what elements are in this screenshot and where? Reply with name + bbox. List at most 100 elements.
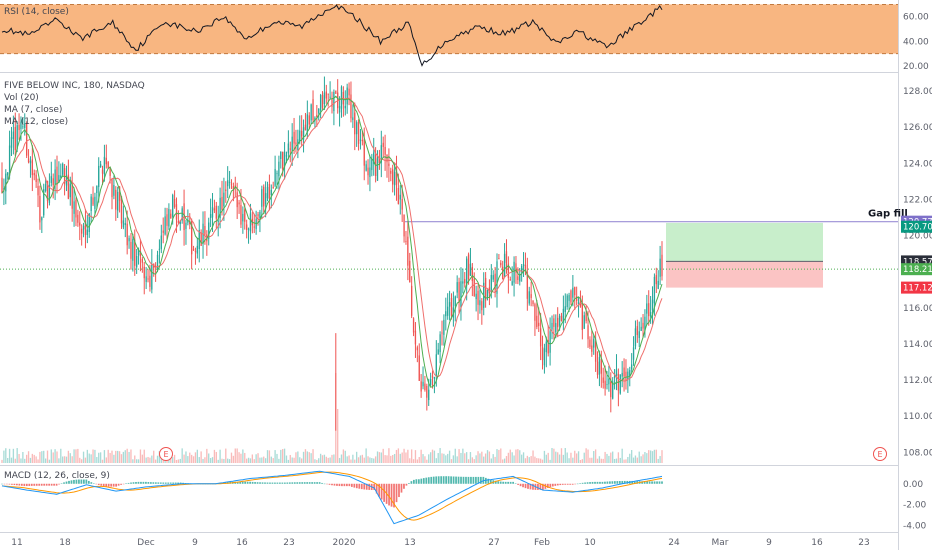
candle-body — [223, 192, 225, 207]
candle-body — [335, 90, 337, 94]
candle-body — [1, 177, 3, 194]
volume-bar — [659, 456, 661, 463]
volume-bar — [500, 448, 502, 463]
volume-bar — [566, 452, 568, 463]
volume-bar — [67, 450, 70, 463]
macd-hist-bar — [58, 483, 60, 485]
macd-hist-bar — [480, 476, 482, 484]
candle-body — [564, 306, 566, 313]
rsi-panel[interactable]: RSI (14, close) — [0, 3, 898, 67]
candle-body — [581, 304, 584, 330]
candle-body — [445, 311, 447, 317]
candle-body — [107, 162, 109, 169]
volume-bar — [115, 450, 117, 463]
candle-body — [539, 328, 542, 347]
candle-body — [236, 192, 238, 208]
volume-bar — [490, 458, 492, 463]
volume-bar — [412, 459, 415, 463]
volume-bar — [175, 459, 178, 463]
volume-bar — [602, 458, 604, 463]
volume-bar — [1, 459, 3, 463]
volume-bar — [380, 452, 382, 463]
volume-bar — [465, 452, 468, 463]
candle-body — [621, 372, 623, 377]
volume-bar — [418, 457, 420, 463]
candle-body — [86, 229, 89, 235]
candle-body — [126, 223, 128, 246]
macd-hist-bar — [179, 482, 182, 484]
volume-bar — [217, 459, 219, 463]
candle-body — [371, 158, 373, 171]
macd-hist-bar — [18, 483, 21, 486]
macd-hist-bar — [159, 482, 162, 484]
macd-hist-bar — [355, 483, 358, 489]
volume-bar — [33, 454, 35, 463]
candle-body — [526, 272, 529, 299]
volume-bar — [409, 458, 411, 463]
volume-bar — [363, 457, 365, 463]
candle-body — [272, 187, 274, 189]
candle-body — [310, 104, 312, 121]
candle-body — [481, 301, 483, 311]
earnings-icon[interactable]: E — [159, 447, 173, 461]
ma7-line — [1, 95, 663, 388]
volume-bar — [568, 458, 570, 463]
macd-hist-bar — [28, 483, 31, 486]
price-tick-label: 126.00 — [903, 123, 932, 133]
macd-hist-bar — [425, 477, 428, 484]
volume-bar — [539, 458, 542, 463]
volume-bar — [101, 459, 104, 463]
macd-hist-bar — [35, 483, 38, 486]
candle-body — [20, 121, 22, 129]
candle-body — [96, 185, 98, 193]
candle-body — [357, 121, 360, 144]
volume-bar — [494, 456, 496, 463]
macd-hist-bar — [286, 482, 289, 484]
macd-hist-bar — [63, 482, 65, 484]
volume-bar — [10, 457, 13, 463]
macd-panel[interactable]: MACD (12, 26, close, 9) — [1, 470, 663, 525]
candle-body — [659, 258, 661, 277]
candle-body — [208, 222, 210, 239]
candle-body — [338, 106, 341, 113]
macd-hist-bar — [576, 483, 579, 485]
volume-bar — [177, 459, 180, 463]
candle-body — [401, 199, 403, 210]
volume-bar — [577, 451, 580, 463]
macd-hist-bar — [283, 482, 286, 484]
macd-hist-bar — [519, 483, 522, 487]
time-tick-label: Dec — [137, 538, 154, 548]
volume-bar — [407, 449, 409, 463]
candle-body — [75, 199, 77, 218]
macd-hist-bar — [102, 483, 105, 487]
volume-bar — [625, 459, 627, 463]
volume-bar — [109, 452, 111, 463]
price-panel[interactable]: Gap fill E E FIVE BELOW INC, 180, NASDAQ Vol… — [0, 76, 908, 463]
volume-bars — [1, 373, 663, 463]
earnings-icon[interactable]: E — [873, 447, 887, 461]
volume-bar — [73, 449, 75, 463]
macd-hist-bar — [497, 481, 500, 484]
volume-bar — [194, 452, 197, 463]
candle-body — [598, 357, 601, 375]
volume-bar — [543, 450, 546, 463]
volume-bar — [606, 453, 608, 463]
macd-hist-bar — [16, 483, 18, 486]
volume-bar — [60, 448, 62, 463]
volume-bar — [479, 453, 481, 463]
candle-body — [484, 277, 487, 301]
time-axis[interactable]: 11 18 Dec 9 16 23 2020 13 27 Feb 10 24 Mar 9 16 23 — [11, 538, 869, 548]
volume-bar — [454, 448, 456, 463]
candle-body — [522, 264, 525, 266]
macd-hist-bar — [281, 482, 284, 484]
candle-body — [56, 166, 58, 186]
macd-hist-bar — [13, 483, 16, 486]
volume-bar — [473, 459, 475, 463]
candle-body — [132, 238, 134, 261]
time-tick-label: 23 — [858, 538, 869, 548]
macd-hist-bar — [291, 482, 294, 484]
candle-body — [557, 317, 559, 328]
macd-hist-bar — [437, 476, 440, 484]
candle-body — [168, 209, 170, 227]
